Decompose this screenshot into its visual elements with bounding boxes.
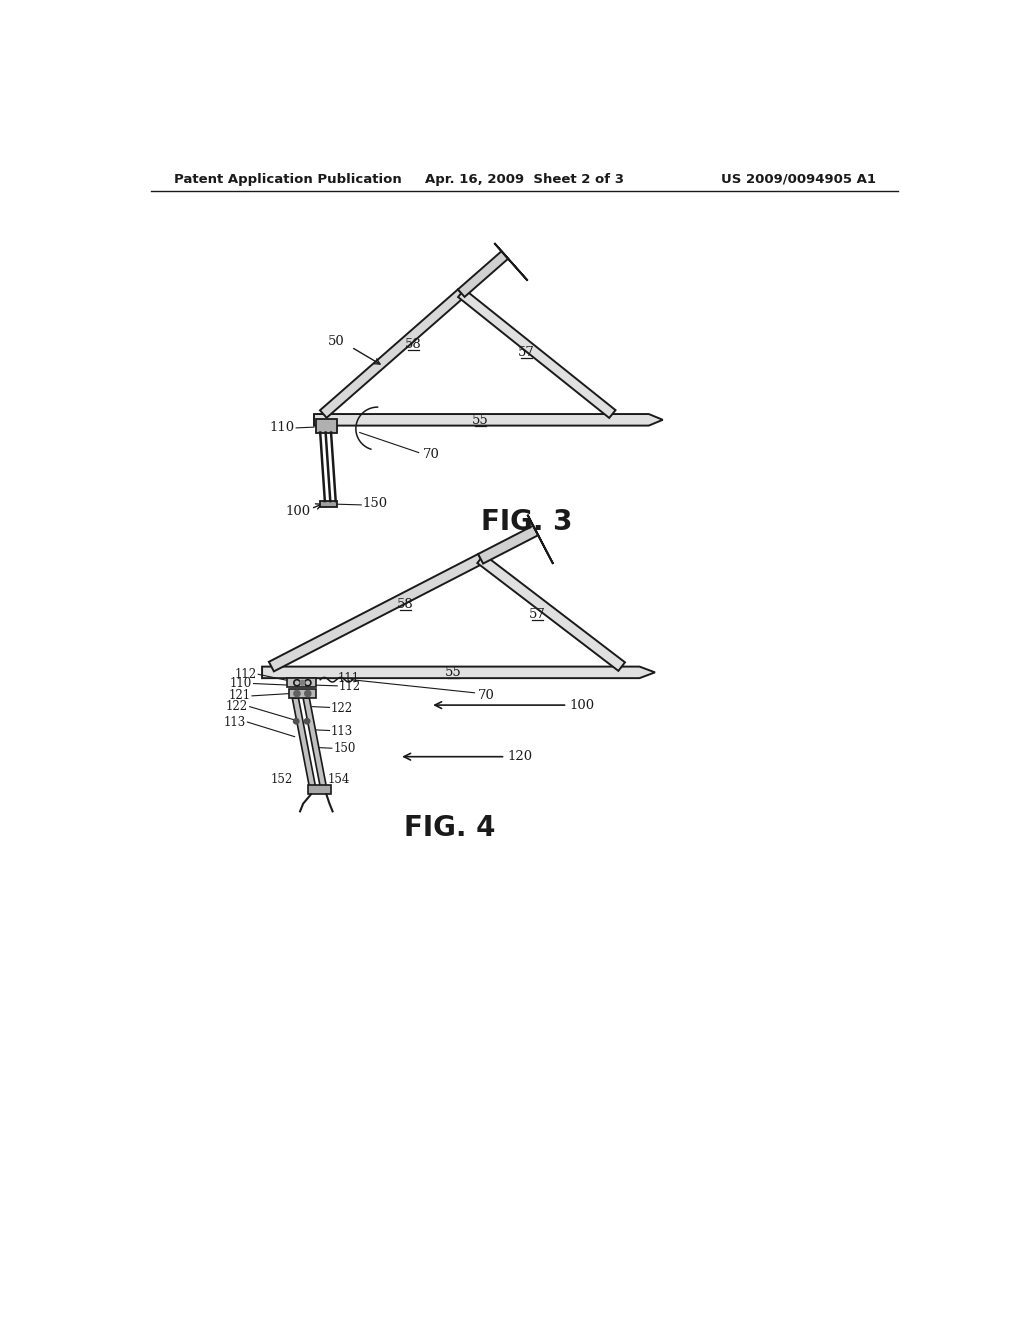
Circle shape	[304, 718, 309, 723]
Text: 70: 70	[478, 689, 496, 702]
Text: 112: 112	[234, 668, 257, 681]
Text: 57: 57	[518, 346, 535, 359]
Text: 112: 112	[339, 680, 360, 693]
Polygon shape	[527, 515, 553, 564]
Text: Patent Application Publication: Patent Application Publication	[174, 173, 402, 186]
Text: 120: 120	[508, 750, 532, 763]
Text: Apr. 16, 2009  Sheet 2 of 3: Apr. 16, 2009 Sheet 2 of 3	[425, 173, 625, 186]
Text: 55: 55	[472, 413, 489, 426]
FancyBboxPatch shape	[315, 418, 337, 433]
Text: 50: 50	[329, 335, 345, 348]
Text: FIG. 4: FIG. 4	[403, 814, 496, 842]
Circle shape	[305, 690, 311, 697]
Text: 111: 111	[337, 672, 359, 685]
Text: 55: 55	[445, 667, 462, 680]
Polygon shape	[477, 554, 625, 671]
Polygon shape	[458, 289, 615, 418]
Polygon shape	[319, 289, 465, 418]
Polygon shape	[292, 698, 315, 787]
Circle shape	[300, 681, 305, 685]
Polygon shape	[314, 414, 663, 425]
FancyBboxPatch shape	[321, 502, 337, 507]
Text: 110: 110	[269, 421, 295, 434]
Text: 100: 100	[285, 504, 310, 517]
Text: 152: 152	[270, 774, 293, 787]
Text: US 2009/0094905 A1: US 2009/0094905 A1	[721, 173, 876, 186]
Text: 122: 122	[331, 702, 353, 714]
Polygon shape	[458, 251, 508, 297]
Text: 58: 58	[404, 338, 422, 351]
Text: 122: 122	[226, 700, 248, 713]
Text: 150: 150	[334, 742, 355, 755]
Polygon shape	[262, 667, 655, 678]
Polygon shape	[495, 243, 527, 281]
Circle shape	[294, 690, 300, 697]
Text: 110: 110	[229, 677, 252, 690]
FancyBboxPatch shape	[308, 785, 331, 795]
Polygon shape	[478, 525, 539, 564]
Text: 154: 154	[328, 774, 350, 787]
Text: 70: 70	[423, 449, 439, 462]
Text: 57: 57	[528, 607, 546, 620]
Polygon shape	[269, 554, 483, 672]
Text: 121: 121	[228, 689, 251, 702]
FancyBboxPatch shape	[289, 689, 315, 698]
Text: 113: 113	[223, 715, 246, 729]
Circle shape	[294, 718, 299, 723]
Polygon shape	[303, 698, 327, 787]
Text: 150: 150	[362, 496, 388, 510]
Text: 113: 113	[331, 725, 353, 738]
Text: 100: 100	[569, 698, 595, 711]
Text: 58: 58	[397, 598, 414, 611]
Text: FIG. 3: FIG. 3	[480, 508, 572, 536]
FancyBboxPatch shape	[287, 678, 316, 688]
